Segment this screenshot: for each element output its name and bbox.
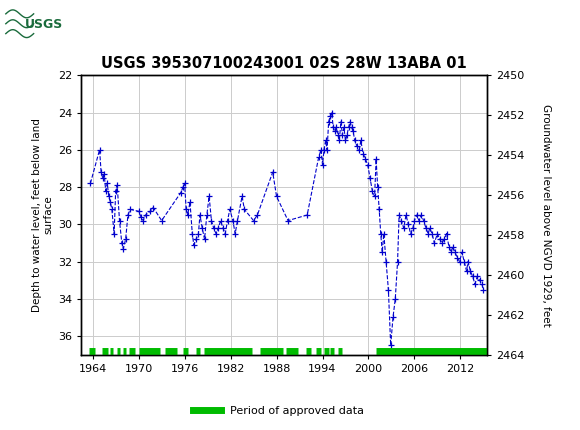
Legend: Period of approved data: Period of approved data: [188, 401, 368, 420]
Y-axis label: Groundwater level above NGVD 1929, feet: Groundwater level above NGVD 1929, feet: [541, 104, 551, 326]
Title: USGS 395307100243001 02S 28W 13ABA 01: USGS 395307100243001 02S 28W 13ABA 01: [102, 56, 467, 71]
Y-axis label: Depth to water level, feet below land
surface: Depth to water level, feet below land su…: [32, 118, 54, 312]
FancyBboxPatch shape: [6, 4, 81, 46]
Text: USGS: USGS: [24, 18, 63, 31]
